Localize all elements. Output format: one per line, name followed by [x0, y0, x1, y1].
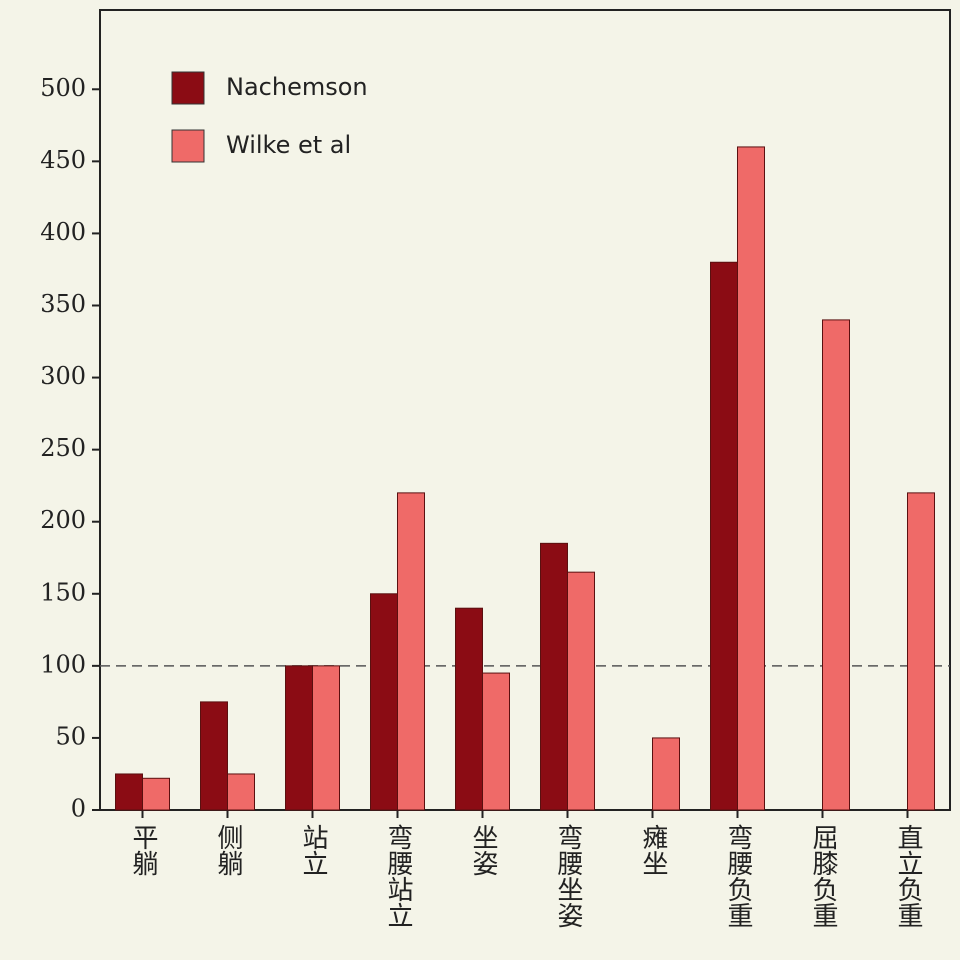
bar [312, 665, 340, 811]
x-tick-label: 弯腰站立 [383, 824, 413, 928]
x-tick-label: 瘫坐 [638, 824, 668, 876]
legend-label: Nachemson [226, 73, 368, 101]
x-tick-label: 弯腰负重 [723, 824, 753, 928]
legend-label: Wilke et al [226, 131, 351, 159]
y-tick-label: 200 [40, 506, 86, 534]
y-tick-label: 150 [40, 578, 86, 606]
bar [567, 571, 595, 811]
y-tick-label: 400 [40, 218, 86, 246]
y-tick-label: 350 [40, 290, 86, 318]
x-tick-label: 直立负重 [893, 824, 923, 928]
y-tick-label: 250 [40, 434, 86, 462]
bar [907, 492, 935, 811]
plot-area [99, 9, 951, 811]
y-tick-label: 300 [40, 362, 86, 390]
x-tick-label: 弯腰坐姿 [553, 824, 583, 928]
x-tick-label: 平躺 [128, 824, 158, 876]
bar [737, 146, 765, 811]
bar [482, 672, 510, 811]
bar [200, 701, 228, 811]
bar [455, 607, 483, 811]
y-tick-label: 450 [40, 146, 86, 174]
bar [540, 542, 568, 811]
bar [710, 261, 738, 811]
y-tick-label: 0 [71, 795, 86, 823]
bar [397, 492, 425, 811]
x-tick-label: 屈膝负重 [808, 824, 838, 928]
bar [142, 777, 170, 811]
bar [822, 319, 850, 811]
x-tick-label: 侧躺 [213, 824, 243, 876]
y-tick-label: 500 [40, 74, 86, 102]
legend-swatch [171, 71, 205, 105]
legend-swatch [171, 129, 205, 163]
bar [115, 773, 143, 811]
y-tick-label: 100 [40, 650, 86, 678]
bar [652, 737, 680, 811]
x-tick-label: 站立 [298, 824, 328, 876]
bar [227, 773, 255, 811]
y-tick-label: 50 [55, 722, 86, 750]
x-tick-label: 坐姿 [468, 824, 498, 876]
bar [370, 593, 398, 811]
bar [285, 665, 313, 811]
